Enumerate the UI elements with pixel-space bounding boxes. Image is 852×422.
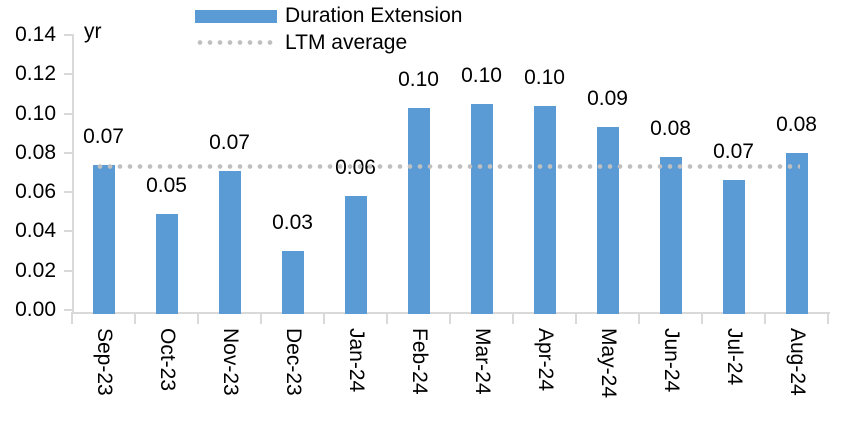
bar-value-label: 0.10 <box>398 67 439 91</box>
bar-value-label: 0.07 <box>209 130 250 154</box>
y-tick-label: 0.10 <box>15 101 56 125</box>
x-tick <box>323 312 325 324</box>
x-axis-label: May-24 <box>596 328 620 399</box>
ltm-average-line <box>95 164 800 170</box>
bar-value-label: 0.05 <box>146 173 187 197</box>
ltm-average-legend-swatch <box>195 40 277 45</box>
y-tick <box>64 309 73 311</box>
bar-value-label: 0.08 <box>776 112 817 136</box>
bar-value-label: 0.09 <box>587 87 628 111</box>
y-tick-label: 0.00 <box>15 298 56 321</box>
x-tick <box>701 312 703 324</box>
duration-extension-legend-label: Duration Extension <box>285 4 463 27</box>
x-tick <box>575 312 577 324</box>
x-axis-label: Feb-24 <box>407 328 431 395</box>
x-tick <box>197 312 199 324</box>
x-axis-label: Jan-24 <box>344 328 368 393</box>
bar-value-label: 0.07 <box>713 140 754 164</box>
bar-value-label: 0.07 <box>83 124 124 148</box>
y-tick-label: 0.12 <box>15 62 56 86</box>
y-tick <box>64 34 73 36</box>
x-tick <box>260 312 262 324</box>
x-tick <box>512 312 514 324</box>
bar <box>281 251 304 314</box>
x-tick <box>638 312 640 324</box>
y-tick <box>64 73 73 76</box>
x-axis-label: Dec-23 <box>281 328 305 396</box>
y-tick <box>64 112 73 115</box>
y-axis-unit-label: yr <box>84 20 102 43</box>
bar <box>407 107 430 314</box>
x-axis-label: Jun-24 <box>659 328 683 393</box>
x-axis-label: Sep-23 <box>92 328 116 396</box>
bar <box>533 105 556 314</box>
x-tick <box>449 312 451 324</box>
bar <box>659 156 682 314</box>
x-tick <box>764 312 766 324</box>
ltm-average-legend-label: LTM average <box>285 31 408 54</box>
bar-value-label: 0.03 <box>272 211 313 235</box>
x-tick <box>134 312 136 324</box>
bar <box>155 213 178 314</box>
bar <box>344 196 367 314</box>
y-tick-label: 0.02 <box>15 258 56 282</box>
x-axis-line <box>72 312 830 314</box>
y-tick-label: 0.14 <box>15 23 56 46</box>
y-tick-label: 0.06 <box>15 180 56 204</box>
bar <box>470 103 493 314</box>
x-tick <box>386 312 388 324</box>
duration-extension-legend-swatch <box>195 10 277 23</box>
x-axis-label: Apr-24 <box>533 328 557 392</box>
x-axis-label: Nov-23 <box>218 328 242 396</box>
y-tick <box>64 191 73 194</box>
bar <box>785 152 808 314</box>
y-tick <box>64 230 73 233</box>
bar-value-label: 0.10 <box>461 63 502 87</box>
y-tick <box>64 269 73 272</box>
x-axis-label: Oct-23 <box>155 328 179 392</box>
y-tick-label: 0.04 <box>15 219 56 243</box>
bar <box>218 170 241 314</box>
bar <box>92 164 115 314</box>
y-axis-line <box>72 34 74 314</box>
bar <box>596 127 619 314</box>
bar-value-label: 0.08 <box>650 116 691 140</box>
bar <box>722 180 745 314</box>
y-tick-label: 0.08 <box>15 140 56 164</box>
x-tick <box>71 312 73 324</box>
x-axis-label: Mar-24 <box>470 328 494 395</box>
x-axis-label: Aug-24 <box>785 328 809 396</box>
y-tick <box>64 151 73 154</box>
x-tick <box>827 312 829 324</box>
bar-value-label: 0.10 <box>524 65 565 89</box>
x-axis-label: Jul-24 <box>722 328 746 386</box>
